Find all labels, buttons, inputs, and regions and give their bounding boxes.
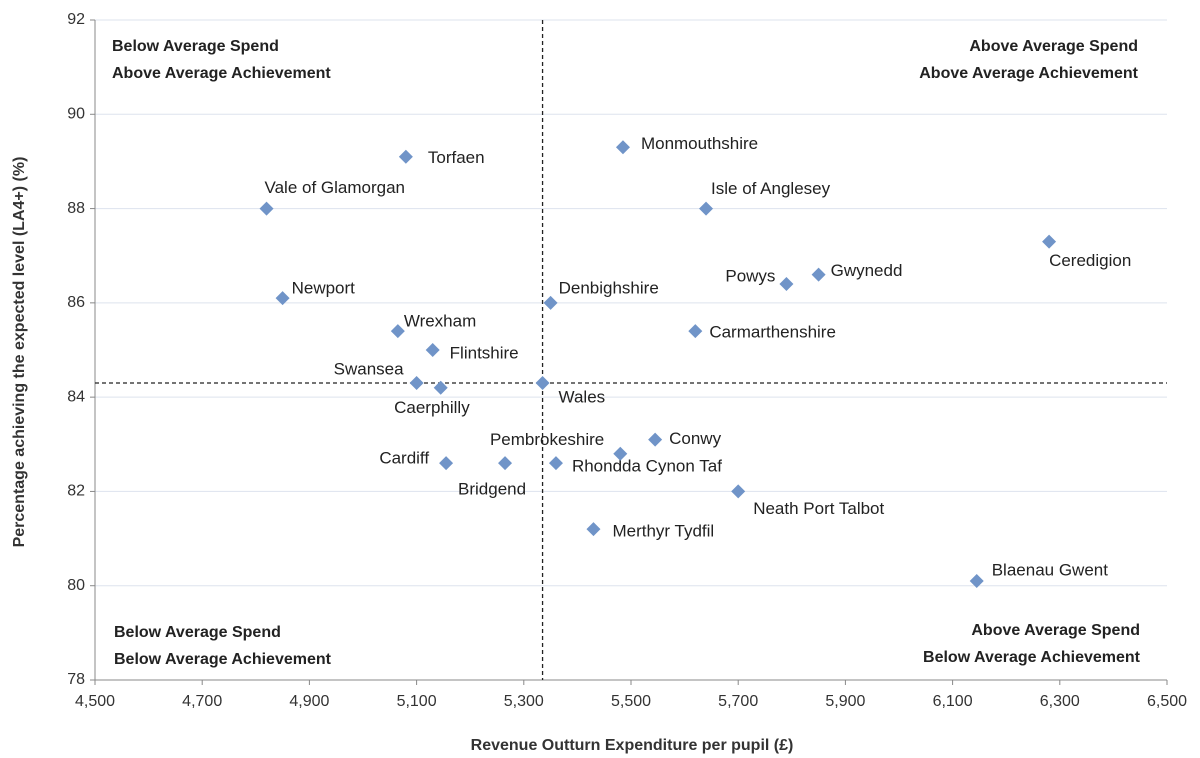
x-tick-label: 5,900 [825,693,865,710]
quadrant-label: Above Average Achievement [112,65,331,82]
quadrant-label: Above Average Spend [971,622,1140,639]
y-tick-label: 90 [67,106,85,123]
point-label: Carmarthenshire [709,323,836,342]
x-tick-label: 6,300 [1040,693,1080,710]
point [275,291,290,306]
point-label: Wrexham [404,312,476,331]
x-tick-label: 4,700 [182,693,222,710]
point [439,456,454,471]
y-axis-title: Percentage achieving the expected level … [11,157,28,548]
point [535,376,550,390]
quadrant-label: Below Average Achievement [923,649,1141,666]
x-tick-label: 6,100 [933,693,973,710]
point-label: Isle of Anglesey [711,179,831,198]
y-tick-label: 86 [67,294,85,311]
point-label: Gwynedd [831,261,903,280]
point [688,324,703,339]
point-label: Torfaen [428,148,485,167]
x-tick-label: 4,900 [289,693,329,710]
point [409,376,424,390]
x-tick-label: 5,500 [611,693,651,710]
y-tick-label: 84 [67,388,85,405]
point [498,456,513,471]
point [1042,234,1057,249]
point-label: Swansea [334,359,404,378]
quadrant-label: Above Average Achievement [919,65,1138,82]
point [548,456,563,471]
x-tick-label: 5,300 [504,693,544,710]
point-label: Wales [559,387,606,406]
quadrant-label: Above Average Spend [969,38,1138,55]
point-label: Flintshire [450,343,519,362]
point-label: Bridgend [458,480,526,499]
point-label: Vale of Glamorgan [265,178,405,197]
y-tick-label: 92 [67,11,85,28]
point [390,324,405,339]
point-label: Denbighshire [559,278,659,297]
point-label: Newport [292,279,356,298]
point-label: Powys [725,266,775,285]
point [259,201,274,216]
point-label: Cardiff [379,449,429,468]
x-tick-label: 4,500 [75,693,115,710]
point [811,267,826,282]
point [969,574,984,588]
y-tick-label: 82 [67,483,85,500]
point-label: Merthyr Tydfil [612,522,714,541]
point [425,343,440,357]
point [699,201,714,216]
quadrant-label: Below Average Spend [112,38,279,55]
point [543,295,558,310]
point [433,380,448,395]
point-label: Caerphilly [394,398,470,417]
point [398,149,413,164]
point-label: Rhondda Cynon Taf [572,457,722,476]
point [731,484,746,499]
point [613,446,628,461]
point-label: Ceredigion [1049,251,1131,270]
x-axis-title: Revenue Outturn Expenditure per pupil (£… [471,737,794,754]
point [648,432,663,447]
point-label: Blaenau Gwent [992,560,1109,579]
point [615,140,630,155]
y-tick-label: 88 [67,200,85,217]
x-tick-label: 5,100 [397,693,437,710]
point-label: Neath Port Talbot [753,499,884,518]
point-label: Pembrokeshire [490,430,604,449]
point [779,277,794,291]
point [586,522,601,537]
y-tick-label: 78 [67,671,85,688]
y-tick-label: 80 [67,577,85,594]
quadrant-label: Below Average Achievement [114,651,332,668]
point-label: Conwy [669,429,721,448]
point-label: Monmouthshire [641,134,758,153]
x-tick-label: 6,500 [1147,693,1187,710]
quadrant-label: Below Average Spend [114,624,281,641]
x-tick-label: 5,700 [718,693,758,710]
